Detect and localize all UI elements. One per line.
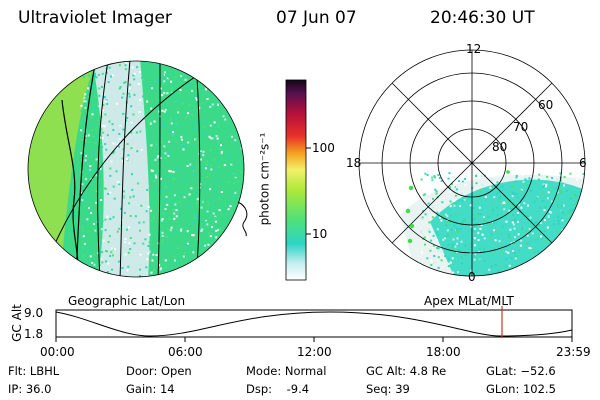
status-gain: Gain: 14 xyxy=(126,382,175,396)
colorbar xyxy=(285,79,311,281)
geographic-globe xyxy=(27,60,248,278)
polar-plot xyxy=(358,49,586,277)
status-glat: GLat: −52.6 xyxy=(486,364,556,378)
status-flt: Flt: LBHL xyxy=(8,364,60,378)
right-panel-caption: Apex MLat/MLT xyxy=(424,294,514,308)
timeline-xtick-4: 23:59 xyxy=(556,345,591,359)
date-label: 07 Jun 07 xyxy=(276,8,357,28)
timeline-xtick-2: 12:00 xyxy=(297,345,332,359)
timeline-xtick-3: 18:00 xyxy=(426,345,461,359)
timeline-xtick-1: 06:00 xyxy=(168,345,203,359)
instrument-title: Ultraviolet Imager xyxy=(18,8,172,28)
status-mode: Mode: Normal xyxy=(246,364,327,378)
lat-label-60: 60 xyxy=(538,98,554,112)
status-glon: GLon: 102.5 xyxy=(486,382,556,396)
time-label: 20:46:30 UT xyxy=(430,8,535,28)
mlt-label-18: 18 xyxy=(346,156,362,170)
status-seq: Seq: 39 xyxy=(366,382,410,396)
colorbar-tick-10: 10 xyxy=(312,227,328,241)
mlt-label-12: 12 xyxy=(466,42,482,56)
timeline-ytick-top: 9.0 xyxy=(24,306,44,320)
timeline-xtick-0: 00:00 xyxy=(40,345,75,359)
mlt-label-0: 0 xyxy=(468,270,476,284)
altitude-timeline xyxy=(55,306,573,342)
lat-label-80: 80 xyxy=(492,140,508,154)
timeline-ylabel: GC Alt xyxy=(9,304,24,342)
timeline-ytick-bottom: 1.8 xyxy=(24,327,44,341)
status-gcalt: GC Alt: 4.8 Re xyxy=(366,364,447,378)
status-ip: IP: 36.0 xyxy=(8,382,52,396)
status-door: Door: Open xyxy=(126,364,192,378)
colorbar-label: photon cm⁻²s⁻¹ xyxy=(257,132,272,226)
status-dsp: Dsp: -9.4 xyxy=(246,382,310,396)
lat-label-70: 70 xyxy=(513,120,529,134)
colorbar-tick-100: 100 xyxy=(312,141,335,155)
left-panel-caption: Geographic Lat/Lon xyxy=(68,294,186,308)
mlt-label-6: 6 xyxy=(579,156,587,170)
